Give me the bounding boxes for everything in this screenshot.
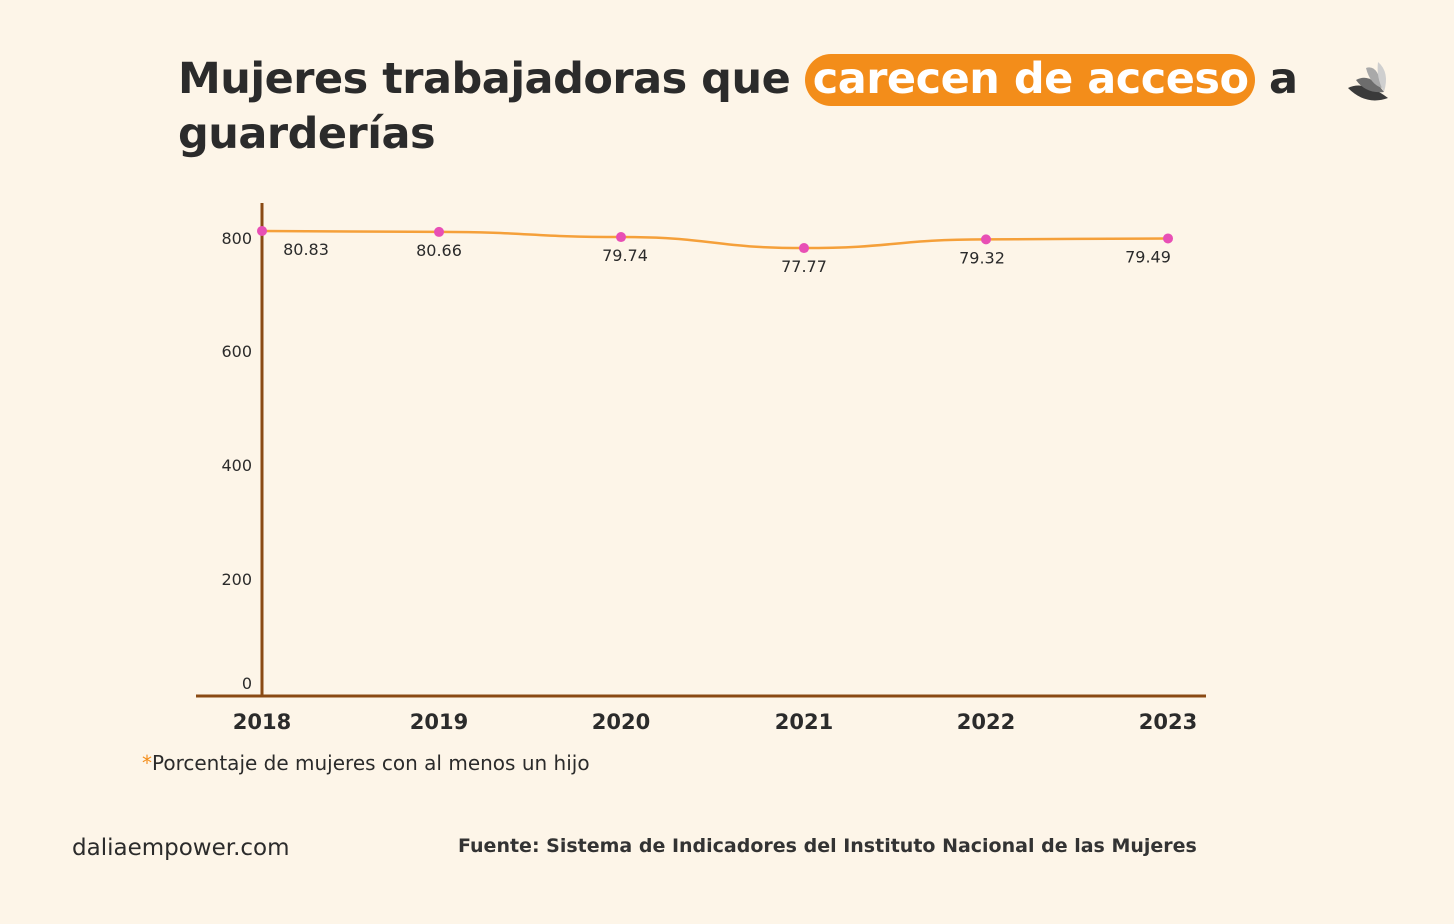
x-tick-label: 2022: [957, 710, 1015, 734]
data-label: 80.66: [416, 241, 462, 260]
data-point: [434, 226, 444, 237]
x-tick-label: 2023: [1139, 710, 1197, 734]
data-label: 80.83: [283, 240, 329, 259]
data-point: [616, 232, 626, 243]
footnote-text: Porcentaje de mujeres con al menos un hi…: [152, 751, 590, 775]
source-note: Fuente: Sistema de Indicadores del Insti…: [458, 835, 1197, 857]
chart-title: Mujeres trabajadoras que carecen de acce…: [178, 52, 1338, 162]
title-after: a guarderías: [178, 54, 1298, 159]
dalia-leaf-icon: [1348, 62, 1388, 101]
footnote: *Porcentaje de mujeres con al menos un h…: [142, 751, 590, 775]
data-label: 77.77: [781, 257, 827, 276]
x-tick-label: 2019: [410, 710, 468, 734]
data-point: [1163, 233, 1173, 244]
y-tick-label: 200: [221, 570, 252, 589]
data-label: 79.49: [1125, 247, 1171, 266]
data-label: 79.74: [602, 246, 648, 265]
x-tick-label: 2018: [233, 710, 291, 734]
website-label: daliaempower.com: [72, 835, 290, 861]
y-tick-label: 400: [221, 456, 252, 475]
x-tick-label: 2020: [592, 710, 650, 734]
y-tick-label: 800: [221, 229, 252, 248]
data-point: [799, 243, 809, 254]
data-label: 79.32: [959, 248, 1005, 267]
data-point: [981, 234, 991, 245]
series-line: [261, 229, 1169, 250]
footnote-star: *: [142, 751, 152, 775]
title-before: Mujeres trabajadoras que: [178, 54, 805, 104]
title-highlight: carecen de acceso: [804, 54, 1255, 106]
y-tick-label: 0: [242, 674, 252, 693]
y-tick-label: 600: [221, 342, 252, 361]
x-tick-label: 2021: [775, 710, 833, 734]
data-point: [257, 225, 267, 236]
